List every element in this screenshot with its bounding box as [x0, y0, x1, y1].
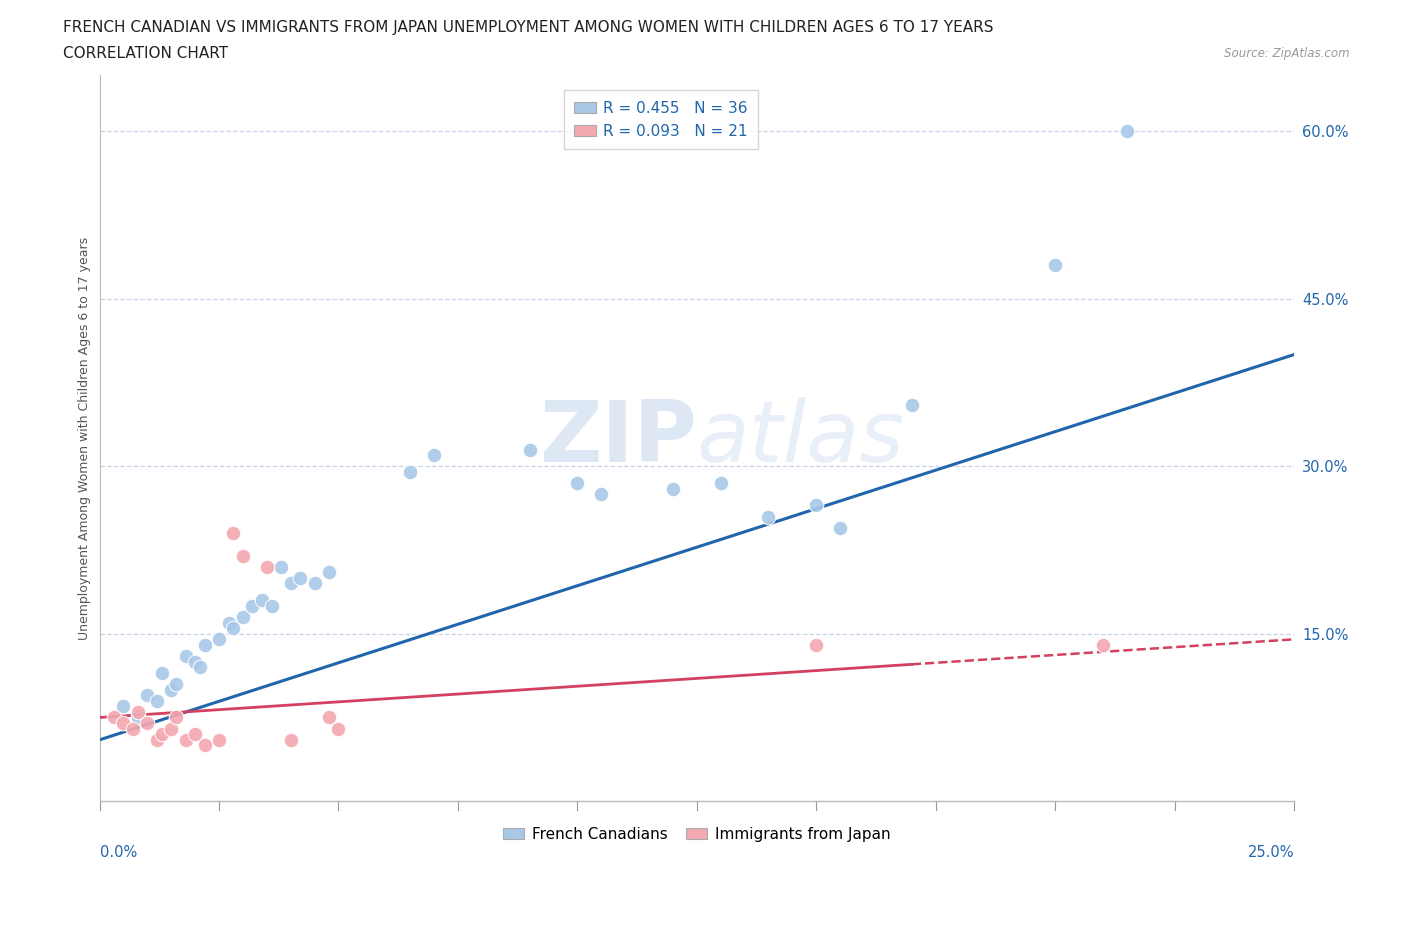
Point: [1091, 637, 1114, 652]
Text: atlas: atlas: [697, 397, 905, 480]
Point: [250, 592, 273, 607]
Point: [150, 727, 173, 742]
Point: [1115, 124, 1137, 139]
Point: [112, 698, 135, 713]
Point: [232, 548, 254, 563]
Text: FRENCH CANADIAN VS IMMIGRANTS FROM JAPAN UNEMPLOYMENT AMONG WOMEN WITH CHILDREN : FRENCH CANADIAN VS IMMIGRANTS FROM JAPAN…: [63, 20, 994, 35]
Point: [184, 654, 207, 669]
Point: [194, 637, 217, 652]
Point: [165, 676, 187, 691]
Text: 0.0%: 0.0%: [100, 844, 136, 859]
Point: [222, 525, 245, 540]
Text: Source: ZipAtlas.com: Source: ZipAtlas.com: [1225, 46, 1350, 60]
Point: [710, 475, 733, 490]
Point: [165, 710, 187, 724]
Point: [208, 631, 231, 646]
Point: [256, 559, 278, 574]
Point: [146, 733, 169, 748]
Point: [146, 693, 169, 708]
Point: [127, 704, 149, 719]
Point: [423, 447, 446, 462]
Point: [519, 442, 541, 457]
Point: [194, 738, 217, 753]
Point: [328, 722, 350, 737]
Y-axis label: Unemployment Among Women with Children Ages 6 to 17 years: Unemployment Among Women with Children A…: [79, 237, 91, 640]
Point: [218, 615, 240, 630]
Point: [232, 609, 254, 624]
Point: [304, 576, 326, 591]
Text: CORRELATION CHART: CORRELATION CHART: [63, 46, 228, 61]
Point: [662, 481, 685, 496]
Point: [103, 710, 125, 724]
Point: [112, 715, 135, 730]
Point: [242, 598, 264, 613]
Point: [208, 733, 231, 748]
Point: [260, 598, 283, 613]
Point: [567, 475, 589, 490]
Point: [806, 637, 828, 652]
Point: [758, 509, 780, 524]
Point: [806, 498, 828, 512]
Point: [280, 576, 302, 591]
Legend: French Canadians, Immigrants from Japan: French Canadians, Immigrants from Japan: [496, 821, 897, 848]
Point: [174, 733, 197, 748]
Text: 25.0%: 25.0%: [1247, 844, 1294, 859]
Point: [127, 710, 149, 724]
Point: [270, 559, 292, 574]
Point: [1043, 258, 1066, 272]
Point: [136, 687, 159, 702]
Point: [900, 397, 922, 412]
Point: [830, 520, 852, 535]
Point: [399, 464, 422, 479]
Point: [122, 722, 145, 737]
Point: [184, 727, 207, 742]
Point: [280, 733, 302, 748]
Point: [318, 565, 340, 579]
Point: [160, 682, 183, 697]
Text: ZIP: ZIP: [538, 397, 697, 480]
Point: [160, 722, 183, 737]
Point: [290, 570, 312, 585]
Point: [222, 620, 245, 635]
Point: [150, 665, 173, 680]
Point: [318, 710, 340, 724]
Point: [591, 486, 613, 501]
Point: [174, 648, 197, 663]
Point: [188, 659, 211, 674]
Point: [136, 715, 159, 730]
